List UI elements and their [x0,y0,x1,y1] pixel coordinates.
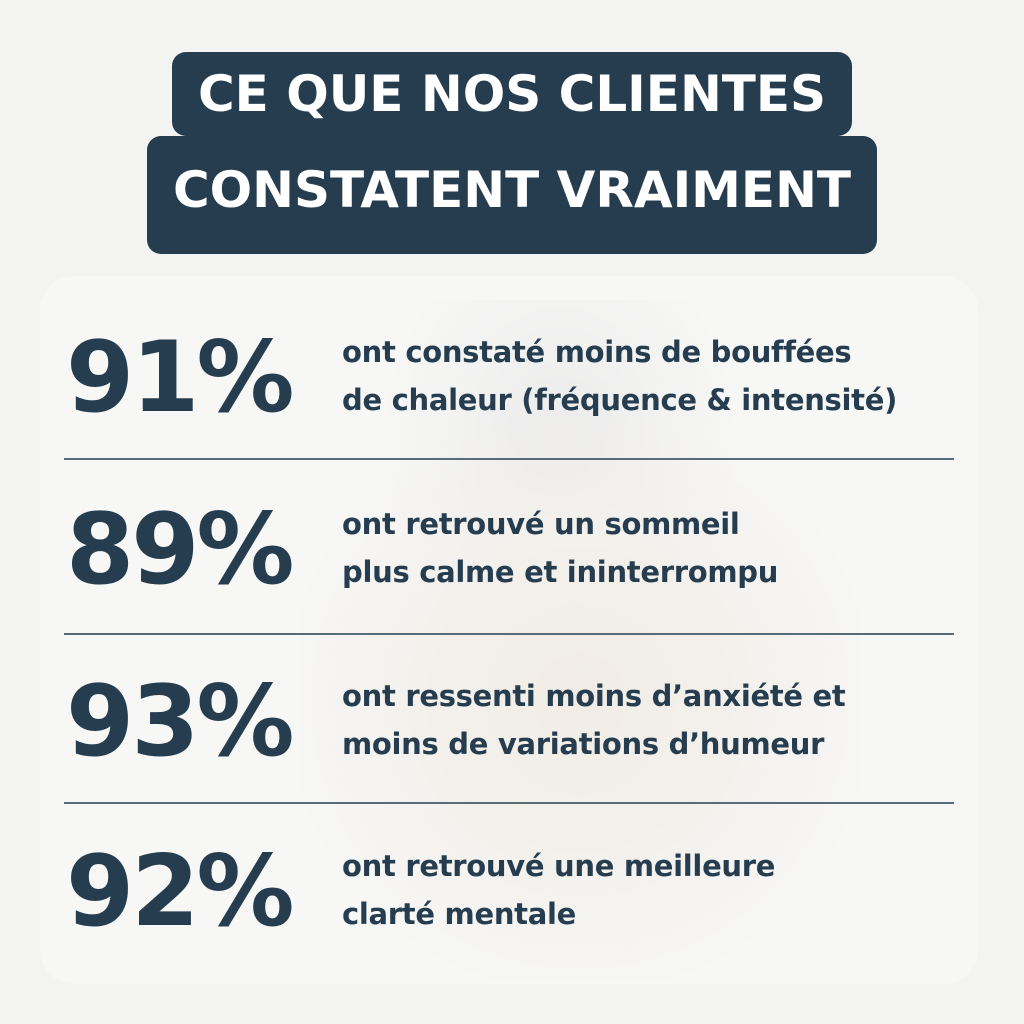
stat-percent: 91% [66,321,295,435]
title-line-2-row: CONSTATENT VRAIMENT [0,136,1024,254]
stat-description-line-1: ont retrouvé une meilleure [342,849,776,883]
title-line-2: CONSTATENT VRAIMENT [146,136,878,254]
stat-description-line-2: de chaleur (fréquence & intensité) [342,383,898,417]
divider [64,802,954,804]
stat-description-line-2: clarté mentale [342,897,577,931]
stat-percent: 89% [66,493,295,607]
stat-percent: 93% [66,665,295,779]
stat-row: 92% ont retrouvé une meilleure clarté me… [66,832,976,952]
stat-row: 89% ont retrouvé un sommeil plus calme e… [66,490,976,610]
divider [64,458,954,460]
stat-description-line-1: ont constaté moins de bouffées [342,335,852,369]
title-line-1-row: CE QUE NOS CLIENTES [0,52,1024,136]
title-line-1: CE QUE NOS CLIENTES [171,52,853,136]
stats-panel [40,276,978,984]
stat-row: 93% ont ressenti moins d’anxiété et moin… [66,662,976,782]
stat-percent: 92% [66,835,295,949]
stat-description: ont ressenti moins d’anxiété et moins de… [342,672,846,768]
stat-description-line-1: ont retrouvé un sommeil [342,507,740,541]
stat-description-line-2: moins de variations d’humeur [342,727,825,761]
stat-description: ont retrouvé un sommeil plus calme et in… [342,500,778,596]
divider [64,633,954,635]
stat-description-line-2: plus calme et ininterrompu [342,555,779,589]
stat-description-line-1: ont ressenti moins d’anxiété et [342,679,846,713]
stat-description: ont retrouvé une meilleure clarté mental… [342,842,775,938]
stat-description: ont constaté moins de bouffées de chaleu… [342,328,897,424]
stat-row: 91% ont constaté moins de bouffées de ch… [66,318,976,438]
